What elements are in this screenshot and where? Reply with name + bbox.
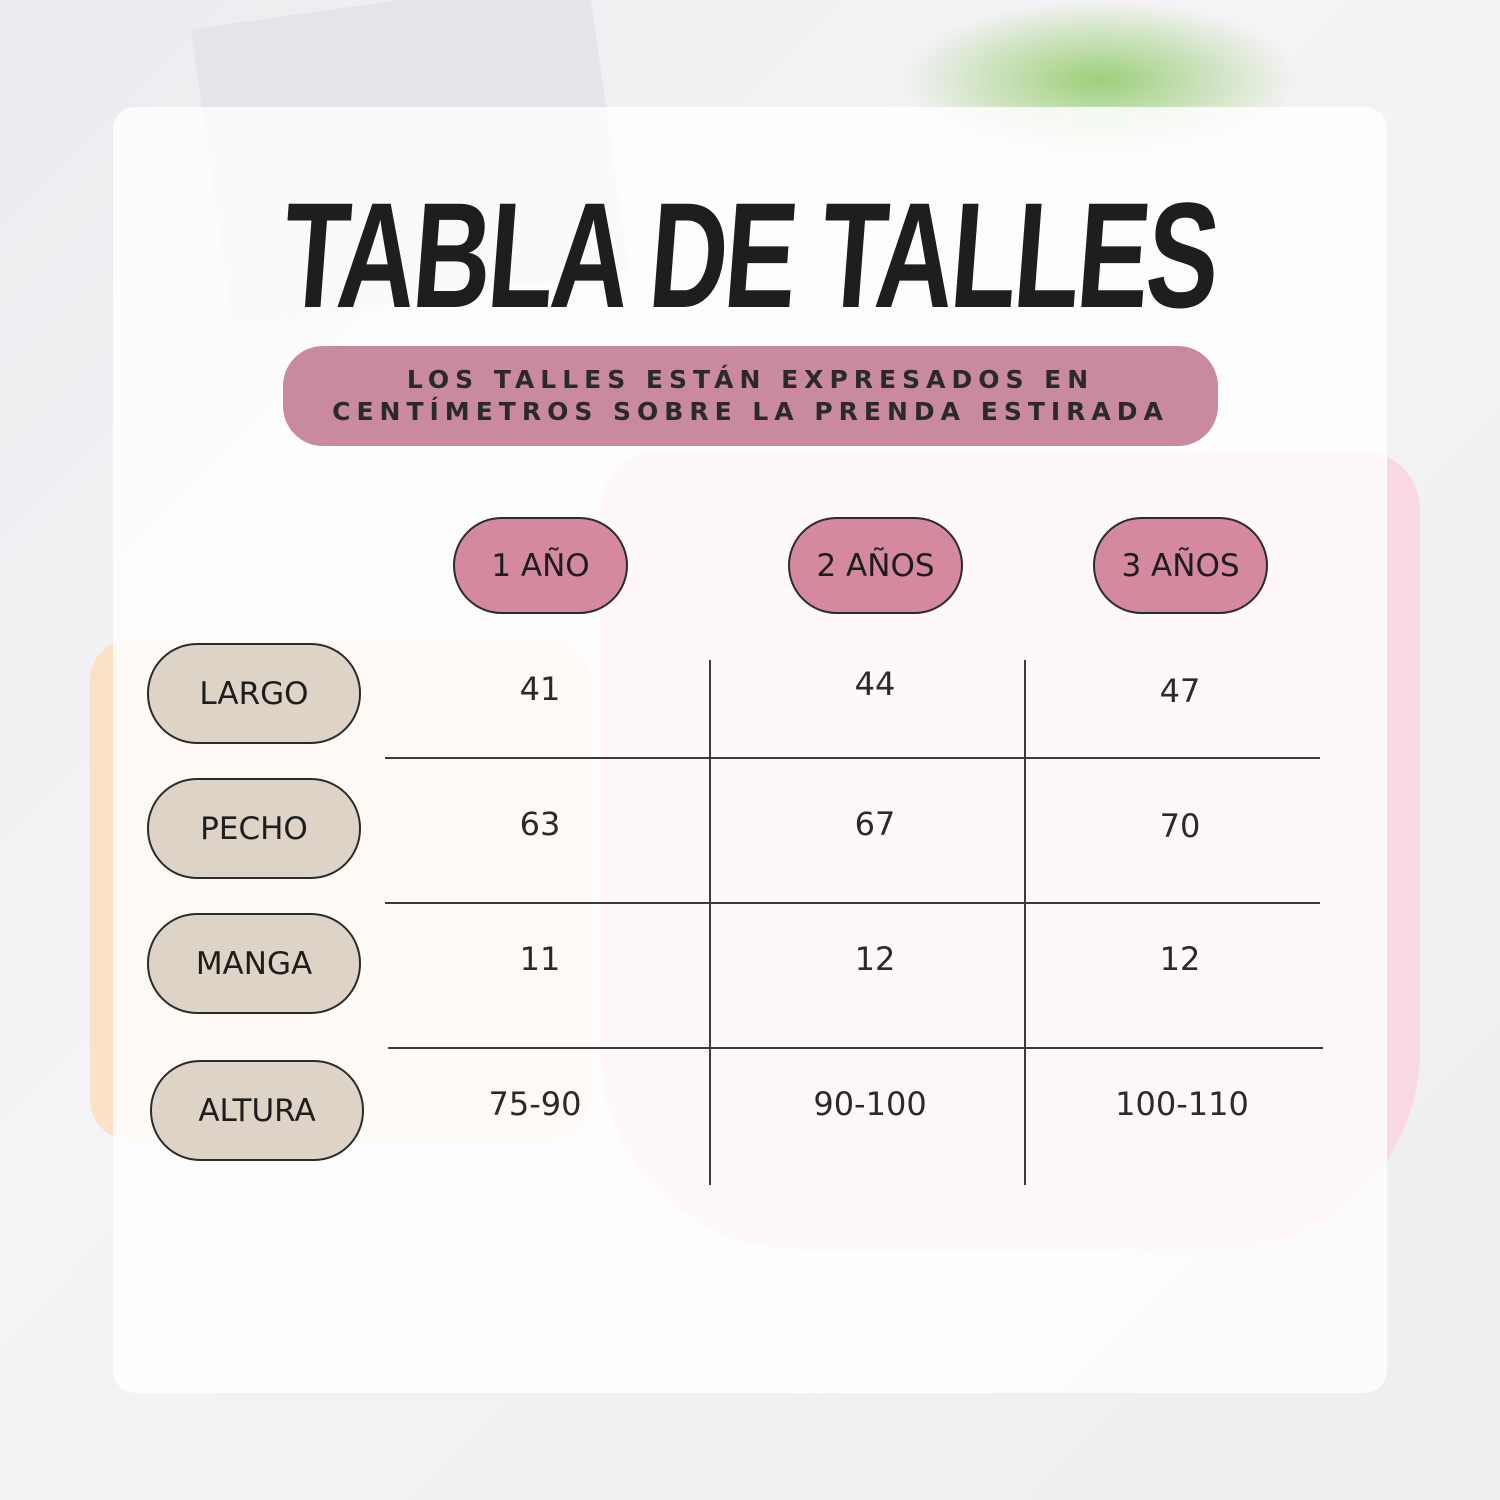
subtitle-line-1: LOS TALLES ESTÁN EXPRESADOS EN <box>406 365 1095 394</box>
cell-manga-3: 12 <box>1159 940 1201 978</box>
column-header-3-anos: 3 AÑOS <box>1093 517 1268 614</box>
page-title: TABLA DE TALLES <box>277 171 1223 339</box>
row-header-pecho: PECHO <box>147 778 361 879</box>
cell-largo-3: 47 <box>1159 672 1201 710</box>
cell-pecho-1: 63 <box>519 805 561 843</box>
cell-largo-1: 41 <box>519 670 561 708</box>
table-divider <box>388 1047 1323 1049</box>
content-card <box>113 107 1387 1393</box>
cell-altura-2: 90-100 <box>813 1085 927 1123</box>
cell-pecho-3: 70 <box>1159 807 1201 845</box>
table-divider <box>385 757 1320 759</box>
subtitle-line-2: CENTÍMETROS SOBRE LA PRENDA ESTIRADA <box>332 397 1169 426</box>
row-header-manga: MANGA <box>147 913 361 1014</box>
row-header-altura: ALTURA <box>150 1060 364 1161</box>
table-divider <box>709 660 711 1185</box>
column-header-2-anos: 2 AÑOS <box>788 517 963 614</box>
cell-altura-1: 75-90 <box>488 1085 582 1123</box>
subtitle-banner: LOS TALLES ESTÁN EXPRESADOS EN CENTÍMETR… <box>283 346 1218 446</box>
cell-manga-1: 11 <box>519 940 561 978</box>
cell-pecho-2: 67 <box>854 805 896 843</box>
cell-largo-2: 44 <box>854 665 896 703</box>
column-header-1-ano: 1 AÑO <box>453 517 628 614</box>
table-divider <box>385 902 1320 904</box>
table-divider <box>1024 660 1026 1185</box>
cell-altura-3: 100-110 <box>1115 1085 1249 1123</box>
row-header-largo: LARGO <box>147 643 361 744</box>
cell-manga-2: 12 <box>854 940 896 978</box>
